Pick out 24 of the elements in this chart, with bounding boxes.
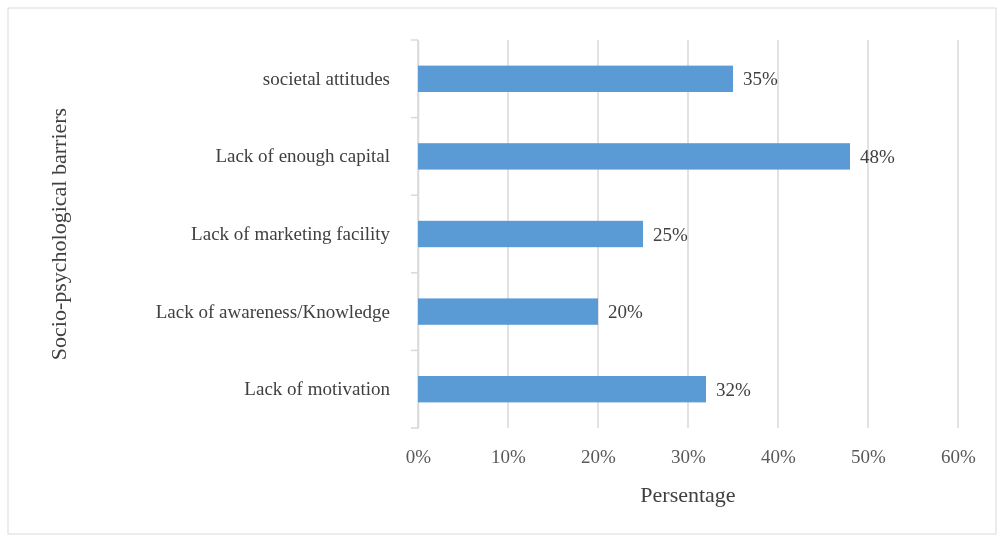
x-tick-label: 10% [491, 446, 527, 468]
x-tick-label: 0% [405, 446, 432, 468]
y-tick-label: Lack of enough capital [215, 145, 390, 167]
data-label: 48% [860, 146, 895, 168]
y-tick-label: Lack of awareness/Knowledge [155, 300, 390, 322]
x-tick-label: 40% [761, 446, 797, 468]
x-tick-label: 20% [581, 446, 617, 468]
y-tick-label: Lack of motivation [244, 378, 391, 400]
bar [418, 65, 733, 92]
bar [418, 220, 643, 248]
y-axis-title: Socio-psychological barriers [46, 107, 71, 361]
x-axis-title: Persentage [640, 482, 736, 507]
y-tick-label: societal attitudes [262, 67, 390, 89]
bar [418, 143, 850, 170]
data-label: 35% [743, 68, 778, 90]
x-tick-label: 60% [941, 446, 977, 468]
data-label: 25% [653, 223, 688, 245]
x-tick-label: 50% [851, 446, 887, 468]
data-label: 20% [608, 301, 643, 323]
bar [418, 376, 706, 403]
y-tick-label: Lack of marketing facility [191, 223, 391, 245]
data-label: 32% [716, 378, 751, 400]
bar [418, 298, 598, 325]
x-tick-label: 30% [671, 446, 707, 468]
